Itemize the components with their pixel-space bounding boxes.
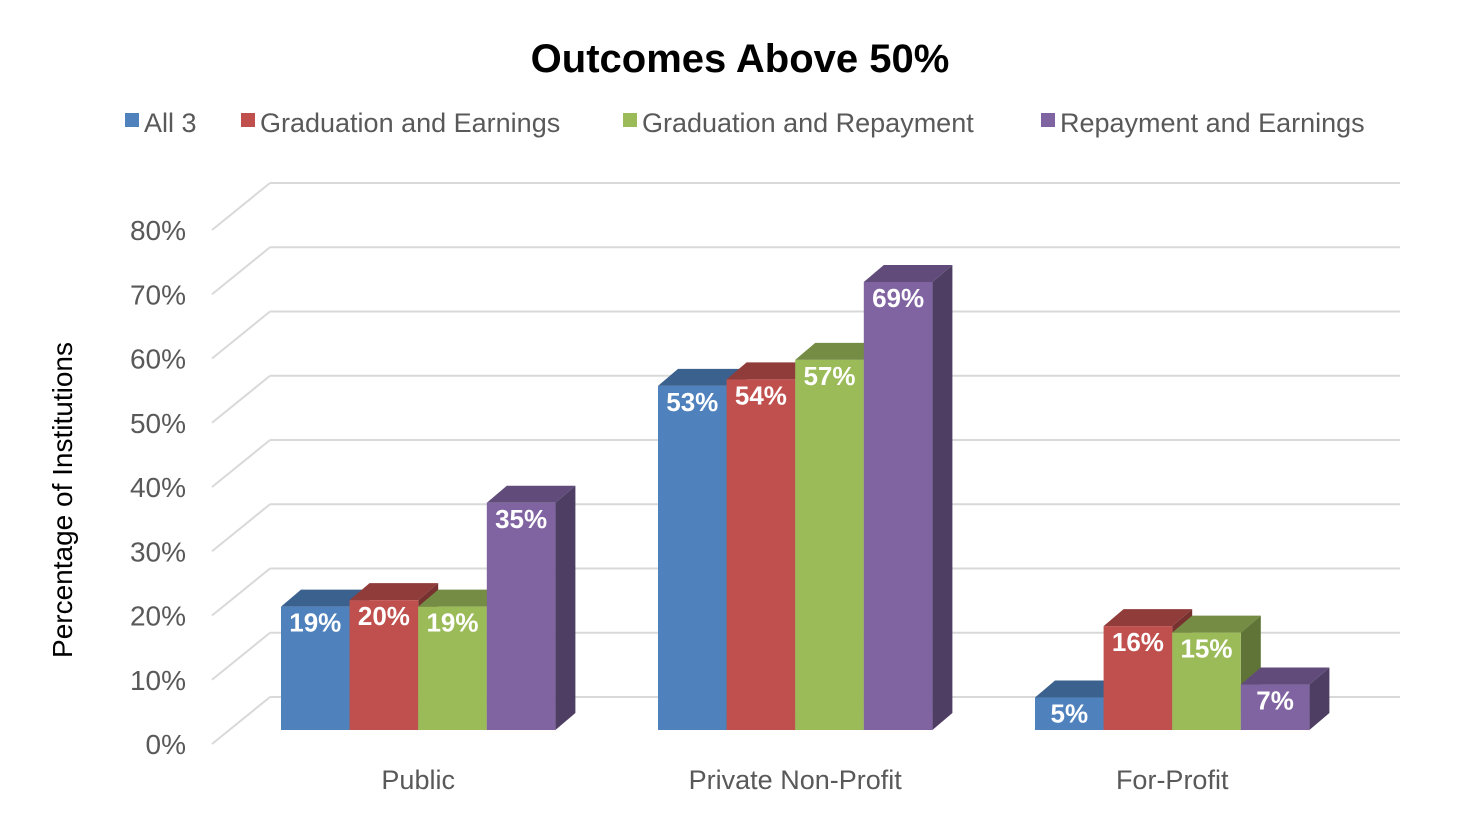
data-label: 16% <box>1112 627 1164 657</box>
y-tick-label: 80% <box>130 215 186 246</box>
legend-item: Repayment and Earnings <box>1041 108 1365 138</box>
y-tick-label: 20% <box>130 601 186 632</box>
bar-top <box>1172 615 1261 633</box>
gridline-side <box>211 182 271 231</box>
bar-side <box>555 485 576 730</box>
bar-front <box>1035 697 1104 730</box>
data-label: 5% <box>1051 699 1089 729</box>
data-label: 69% <box>872 283 924 313</box>
bar-top <box>281 589 370 607</box>
gridline-side <box>211 439 271 488</box>
bar-front <box>418 606 487 730</box>
y-axis-label: Percentage of Institutions <box>47 342 78 658</box>
x-tick-labels: Public Private Non-Profit For-Profit <box>381 765 1229 795</box>
bar-top <box>658 368 747 386</box>
bar: 69% <box>863 265 953 730</box>
bar-top <box>1103 609 1193 627</box>
bars: 19% 20% 19% 35% 53% 54% 57% 69% 5% 16% 15% 7% <box>281 265 1330 730</box>
bar-top <box>1240 667 1330 685</box>
x-tick-label: For-Profit <box>1116 765 1229 795</box>
y-tick-label: 70% <box>130 279 186 310</box>
gridline-side <box>211 310 271 360</box>
legend-swatch <box>125 113 139 127</box>
bar-top <box>418 589 507 607</box>
bar-top <box>1035 680 1124 698</box>
bar-front <box>658 385 727 730</box>
bar: 57% <box>795 342 884 730</box>
bar-side <box>1309 667 1330 730</box>
data-label: 15% <box>1180 634 1232 664</box>
bar: 35% <box>486 485 576 730</box>
legend-label: Repayment and Earnings <box>1060 108 1365 138</box>
data-label: 7% <box>1256 686 1294 716</box>
legend-label: Graduation and Repayment <box>642 108 974 138</box>
gridline-side <box>211 696 271 745</box>
legend-swatch <box>1041 113 1055 127</box>
gridline-side <box>211 503 271 553</box>
legend-item: Graduation and Repayment <box>623 108 974 138</box>
data-label: 19% <box>289 608 341 638</box>
legend-swatch <box>241 113 255 127</box>
bar-front <box>486 502 556 730</box>
y-tick-label: 40% <box>130 472 186 503</box>
bar-front <box>863 282 933 730</box>
bar: 7% <box>1240 667 1330 730</box>
chart-title: Outcomes Above 50% <box>531 37 950 81</box>
data-label: 53% <box>666 387 718 417</box>
bar-top <box>486 485 576 503</box>
x-tick-label: Public <box>381 765 455 795</box>
bar-front <box>1240 684 1310 730</box>
gridline-side <box>211 246 271 296</box>
data-label: 57% <box>803 361 855 391</box>
gridline-side <box>211 567 271 617</box>
legend-label: All 3 <box>144 108 197 138</box>
bar-front <box>1103 626 1173 730</box>
bar-top <box>863 265 953 282</box>
y-tick-label: 60% <box>130 344 186 375</box>
legend-item: All 3 <box>125 108 197 138</box>
bar: 15% <box>1172 615 1261 730</box>
x-tick-label: Private Non-Profit <box>689 765 903 795</box>
gridline-side <box>211 374 271 424</box>
bar-front <box>795 359 864 730</box>
y-tick-label: 50% <box>130 408 186 439</box>
bar-side <box>932 265 953 730</box>
bar-top <box>726 362 816 380</box>
bar-front <box>726 379 796 730</box>
bar-front <box>349 600 419 730</box>
data-label: 19% <box>426 608 478 638</box>
y-tick-label: 0% <box>146 729 186 760</box>
y-tick-label: 30% <box>130 536 186 567</box>
legend-swatch <box>623 113 637 127</box>
y-tick-label: 10% <box>130 665 186 696</box>
bar-front <box>1172 632 1241 730</box>
bar-top <box>795 342 884 360</box>
data-label: 20% <box>358 601 410 631</box>
data-label: 35% <box>495 504 547 534</box>
legend-label: Graduation and Earnings <box>260 108 560 138</box>
legend: All 3 Graduation and Earnings Graduation a… <box>125 108 1365 138</box>
bar-top <box>349 583 439 601</box>
data-label: 54% <box>735 380 787 410</box>
gridline-side <box>211 631 271 681</box>
bar-front <box>281 606 350 730</box>
y-tick-labels: 0% 10% 20% 30% 40% 50% 60% 70% 80% <box>130 215 186 760</box>
legend-item: Graduation and Earnings <box>241 108 560 138</box>
